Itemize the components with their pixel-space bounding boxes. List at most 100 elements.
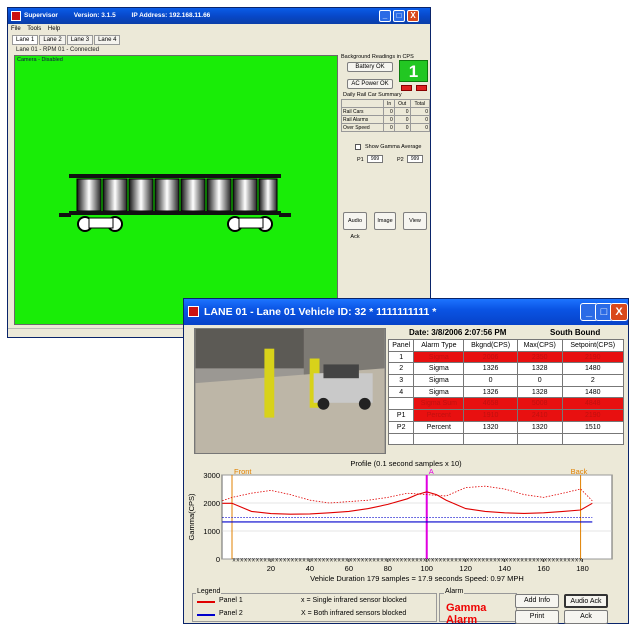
alarm-type-cell: Sigma Sum [413, 397, 465, 411]
max-cell: 1328 [516, 385, 563, 399]
alarm-table: Panel Alarm Type Bkgnd(CPS) Max(CPS) Set… [387, 339, 625, 446]
app-icon [188, 306, 199, 317]
sensor-blocked-mark: x [318, 558, 321, 564]
sensor-blocked-mark: x [552, 558, 555, 564]
p2-label: P2 [397, 157, 404, 163]
column-header: Panel [387, 339, 415, 352]
supervisor-ip: IP Address: 192.168.11.66 [131, 12, 211, 19]
menu-file[interactable]: File [11, 26, 21, 32]
tab-lane-4[interactable]: Lane 4 [94, 35, 121, 45]
sensor-blocked-mark: x [369, 558, 372, 564]
image-button[interactable]: Image [374, 212, 396, 230]
sensor-blocked-mark: x [248, 558, 251, 564]
sensor-blocked-mark: x [454, 558, 457, 564]
sensor-blocked-mark: x [268, 558, 271, 564]
sensor-blocked-mark: x [466, 558, 469, 564]
sensor-blocked-mark: x [357, 558, 360, 564]
legend-note-single: x = Single infrared sensor blocked [301, 597, 407, 604]
column-header: Setpoint(CPS) [561, 339, 625, 352]
rail-car-summary-table: In Out Total Rail Cars 0 0 0 Rail Alarms… [340, 99, 431, 132]
setpoint-cell: 1480 [561, 385, 625, 399]
table-row: Rail Alarms 0 0 0 [340, 115, 431, 124]
profile-chart: 0 1000 2000 3000 20 40 60 80 100 120 140 160 180 Gamm… [187, 467, 613, 583]
camera-label: Camera - Disabled [17, 57, 63, 63]
bkgnd-cell: 4658 [463, 397, 518, 411]
ack-button[interactable]: Ack [564, 610, 608, 624]
sensor-blocked-mark: x [256, 558, 259, 564]
summary-label: Rail Alarms [340, 115, 385, 124]
x-tick-label: 20 [267, 564, 275, 573]
table-row: 1 Sigma 2006 2350 2190 [387, 350, 625, 364]
sensor-blocked-mark: x [521, 558, 524, 564]
summary-total: 0 [409, 123, 431, 132]
sensor-blocked-mark: x [427, 558, 430, 564]
summary-total: 0 [409, 115, 431, 124]
p1-label: P1 [357, 157, 364, 163]
legend-panel-1: Panel 1 [219, 597, 243, 604]
bkgnd-cell: 1320 [463, 420, 518, 434]
ac-power-button[interactable]: AC Power OK [347, 79, 393, 89]
tab-lane-1[interactable]: Lane 1 [12, 35, 39, 45]
menu-tools[interactable]: Tools [27, 26, 42, 32]
sensor-blocked-mark: x [575, 558, 578, 564]
app-icon [11, 11, 21, 21]
sensor-blocked-mark: x [540, 558, 543, 564]
minimize-button[interactable]: _ [379, 10, 391, 22]
x-tick-label: 180 [576, 564, 589, 573]
bkgnd-cell: 1910 [463, 409, 518, 422]
x-axis-label: Vehicle Duration 179 samples = 17.9 seco… [310, 574, 524, 583]
alarm-type-cell: Sigma [413, 350, 465, 364]
close-button[interactable]: X [610, 303, 628, 321]
bkgnd-cell: 0 [463, 374, 518, 387]
legend: Legend Panel 1 Panel 2 x = Single infrar… [192, 588, 437, 622]
add-info-button[interactable]: Add Info [515, 594, 559, 608]
close-button[interactable]: X [407, 10, 419, 22]
menu-help[interactable]: Help [47, 26, 61, 32]
sensor-blocked-mark: x [338, 558, 341, 564]
max-cell: 5008 [516, 397, 563, 411]
summary-in: 0 [383, 107, 395, 116]
supervisor-title: Supervisor [24, 12, 58, 19]
sensor-blocked-mark: x [291, 558, 294, 564]
alarm-led-1 [401, 85, 412, 91]
sensor-blocked-mark: x [451, 558, 454, 564]
lane-title-bar: LANE 01 - Lane 01 Vehicle ID: 32 * 11111… [184, 299, 628, 325]
bkgnd-cell: 1326 [463, 362, 518, 376]
battery-status-button[interactable]: Battery OK [347, 62, 393, 72]
summary-label: Rail Cars [340, 107, 385, 116]
maximize-button[interactable]: □ [393, 10, 405, 22]
print-button[interactable]: Print [515, 610, 559, 624]
sensor-blocked-mark: x [345, 558, 348, 564]
sensor-blocked-mark: x [334, 558, 337, 564]
sensor-blocked-mark: x [240, 558, 243, 564]
tab-lane-2[interactable]: Lane 2 [39, 35, 66, 45]
gamma-average-checkbox[interactable] [355, 144, 361, 150]
max-cell: 2410 [516, 409, 563, 422]
view-button[interactable]: View [403, 212, 427, 230]
audio-ack-button[interactable]: Audio Ack [564, 594, 608, 608]
p1-field[interactable]: 999 [367, 155, 383, 163]
sensor-blocked-mark: x [458, 558, 461, 564]
sensor-blocked-mark: x [380, 558, 383, 564]
x-tick-label: 80 [384, 564, 392, 573]
chart-title: Profile (0.1 second samples x 10) [350, 459, 462, 468]
alarm-box-title: Alarm [444, 588, 465, 595]
sensor-blocked-mark: x [306, 558, 309, 564]
sensor-blocked-mark: x [264, 558, 267, 564]
tab-lane-3[interactable]: Lane 3 [66, 35, 94, 45]
summary-out: 0 [393, 115, 411, 124]
sensor-blocked-mark: x [279, 558, 282, 564]
x-tick-label: 140 [498, 564, 511, 573]
alarm-type-cell: Sigma [413, 385, 465, 399]
sensor-blocked-mark: x [439, 558, 442, 564]
sensor-blocked-mark: x [505, 558, 508, 564]
sensor-blocked-mark: x [509, 558, 512, 564]
sensor-blocked-mark: x [244, 558, 247, 564]
audio-ack-button[interactable]: Audio Ack [343, 212, 367, 240]
status-panel: Background Readings in CPS Battery OK 1 … [340, 54, 431, 254]
supervisor-version: Version: 3.1.5 [73, 12, 116, 19]
sensor-blocked-mark: x [556, 558, 559, 564]
sensor-blocked-mark: x [528, 558, 531, 564]
sensor-blocked-mark: x [232, 558, 235, 564]
p2-field[interactable]: 999 [407, 155, 423, 163]
